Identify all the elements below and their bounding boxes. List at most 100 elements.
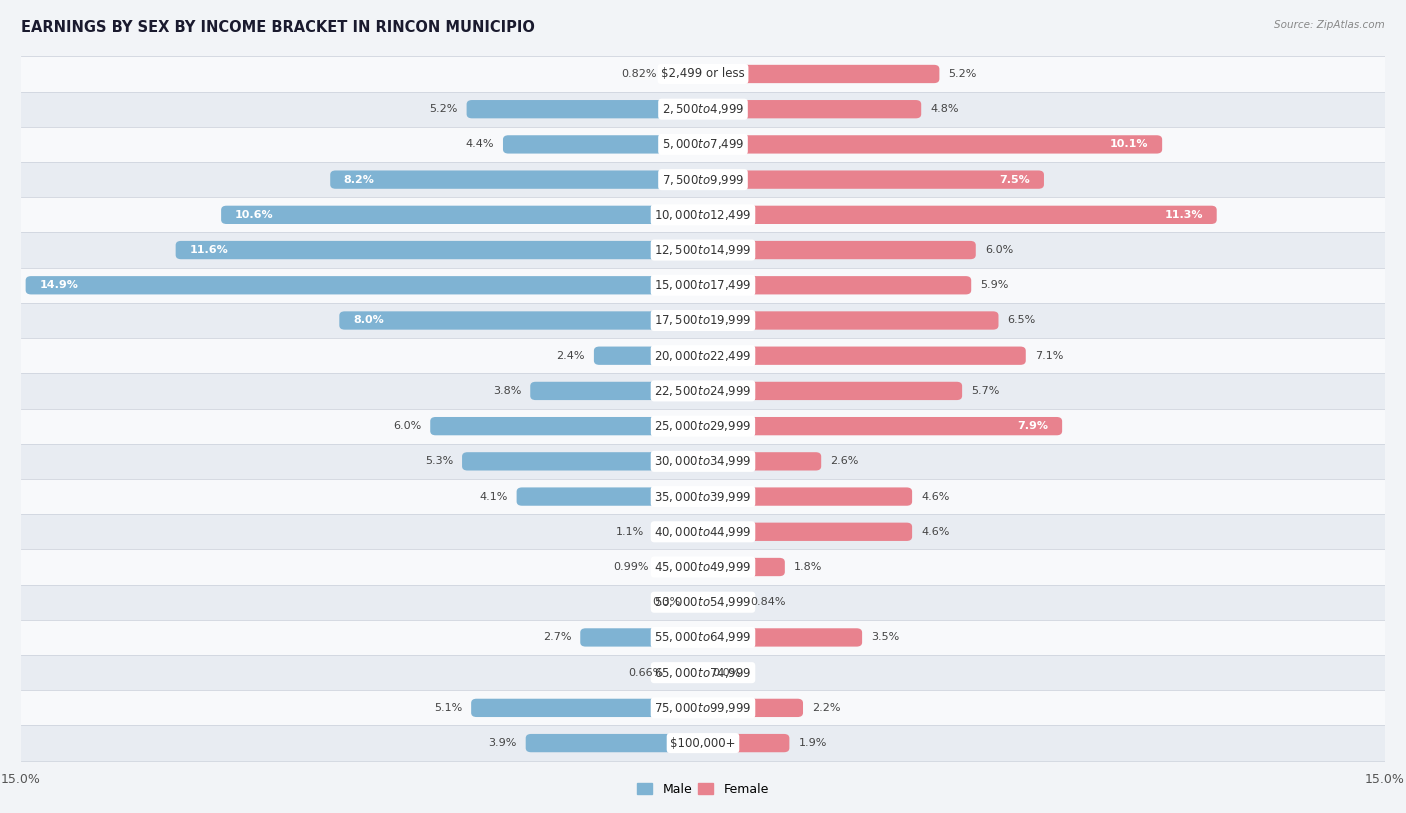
Text: $100,000+: $100,000+ xyxy=(671,737,735,750)
Text: $2,499 or less: $2,499 or less xyxy=(661,67,745,80)
FancyBboxPatch shape xyxy=(581,628,703,646)
Text: $5,000 to $7,499: $5,000 to $7,499 xyxy=(662,137,744,151)
Text: 0.3%: 0.3% xyxy=(652,598,681,607)
Text: 3.5%: 3.5% xyxy=(872,633,900,642)
FancyBboxPatch shape xyxy=(526,734,703,752)
FancyBboxPatch shape xyxy=(703,65,939,83)
Text: 4.6%: 4.6% xyxy=(921,492,949,502)
Text: 4.4%: 4.4% xyxy=(465,139,494,150)
Bar xyxy=(21,444,1385,479)
FancyBboxPatch shape xyxy=(703,734,789,752)
FancyBboxPatch shape xyxy=(516,488,703,506)
FancyBboxPatch shape xyxy=(503,135,703,154)
Text: 0.99%: 0.99% xyxy=(613,562,650,572)
Bar xyxy=(21,198,1385,233)
Text: 0.84%: 0.84% xyxy=(751,598,786,607)
FancyBboxPatch shape xyxy=(703,135,1163,154)
Text: $75,000 to $99,999: $75,000 to $99,999 xyxy=(654,701,752,715)
FancyBboxPatch shape xyxy=(330,171,703,189)
Text: 2.6%: 2.6% xyxy=(831,456,859,467)
FancyBboxPatch shape xyxy=(703,558,785,576)
FancyBboxPatch shape xyxy=(339,311,703,329)
Bar xyxy=(21,655,1385,690)
Bar xyxy=(21,620,1385,655)
Text: $25,000 to $29,999: $25,000 to $29,999 xyxy=(654,420,752,433)
FancyBboxPatch shape xyxy=(703,171,1045,189)
Bar xyxy=(21,127,1385,162)
FancyBboxPatch shape xyxy=(703,100,921,119)
Text: $45,000 to $49,999: $45,000 to $49,999 xyxy=(654,560,752,574)
Bar xyxy=(21,585,1385,620)
FancyBboxPatch shape xyxy=(221,206,703,224)
FancyBboxPatch shape xyxy=(25,276,703,294)
FancyBboxPatch shape xyxy=(703,382,962,400)
Legend: Male, Female: Male, Female xyxy=(633,778,773,801)
Text: 5.2%: 5.2% xyxy=(949,69,977,79)
Text: $55,000 to $64,999: $55,000 to $64,999 xyxy=(654,630,752,645)
FancyBboxPatch shape xyxy=(665,65,703,83)
Text: 3.8%: 3.8% xyxy=(492,386,522,396)
Text: $40,000 to $44,999: $40,000 to $44,999 xyxy=(654,524,752,539)
Text: 7.5%: 7.5% xyxy=(1000,175,1031,185)
Text: 6.0%: 6.0% xyxy=(392,421,422,431)
Bar xyxy=(21,338,1385,373)
Text: 8.0%: 8.0% xyxy=(353,315,384,325)
Text: $15,000 to $17,499: $15,000 to $17,499 xyxy=(654,278,752,293)
Text: 10.1%: 10.1% xyxy=(1109,139,1149,150)
Bar xyxy=(21,690,1385,725)
Bar xyxy=(21,514,1385,550)
FancyBboxPatch shape xyxy=(703,276,972,294)
Text: 2.7%: 2.7% xyxy=(543,633,571,642)
Text: 4.1%: 4.1% xyxy=(479,492,508,502)
Text: 5.2%: 5.2% xyxy=(429,104,457,114)
Text: $65,000 to $74,999: $65,000 to $74,999 xyxy=(654,666,752,680)
FancyBboxPatch shape xyxy=(176,241,703,259)
Text: $12,500 to $14,999: $12,500 to $14,999 xyxy=(654,243,752,257)
Text: 5.7%: 5.7% xyxy=(972,386,1000,396)
Text: $7,500 to $9,999: $7,500 to $9,999 xyxy=(662,172,744,187)
Text: 8.2%: 8.2% xyxy=(344,175,375,185)
Bar xyxy=(21,373,1385,408)
Text: EARNINGS BY SEX BY INCOME BRACKET IN RINCON MUNICIPIO: EARNINGS BY SEX BY INCOME BRACKET IN RIN… xyxy=(21,20,534,35)
FancyBboxPatch shape xyxy=(463,452,703,471)
FancyBboxPatch shape xyxy=(703,628,862,646)
FancyBboxPatch shape xyxy=(673,663,703,682)
Text: 3.9%: 3.9% xyxy=(488,738,516,748)
FancyBboxPatch shape xyxy=(530,382,703,400)
Text: 10.6%: 10.6% xyxy=(235,210,273,220)
Bar xyxy=(21,56,1385,92)
Text: $10,000 to $12,499: $10,000 to $12,499 xyxy=(654,208,752,222)
FancyBboxPatch shape xyxy=(703,206,1216,224)
Text: 0.82%: 0.82% xyxy=(621,69,657,79)
Text: 1.8%: 1.8% xyxy=(794,562,823,572)
Bar xyxy=(21,267,1385,303)
Text: $35,000 to $39,999: $35,000 to $39,999 xyxy=(654,489,752,503)
Text: 11.6%: 11.6% xyxy=(190,245,228,255)
FancyBboxPatch shape xyxy=(703,311,998,329)
Text: $20,000 to $22,499: $20,000 to $22,499 xyxy=(654,349,752,363)
Text: 5.1%: 5.1% xyxy=(434,703,463,713)
FancyBboxPatch shape xyxy=(593,346,703,365)
FancyBboxPatch shape xyxy=(467,100,703,119)
Text: 6.0%: 6.0% xyxy=(984,245,1014,255)
Bar xyxy=(21,725,1385,761)
FancyBboxPatch shape xyxy=(703,417,1062,435)
FancyBboxPatch shape xyxy=(471,698,703,717)
FancyBboxPatch shape xyxy=(703,346,1026,365)
Bar xyxy=(21,479,1385,514)
Bar xyxy=(21,408,1385,444)
FancyBboxPatch shape xyxy=(703,488,912,506)
Bar xyxy=(21,233,1385,267)
FancyBboxPatch shape xyxy=(703,593,741,611)
FancyBboxPatch shape xyxy=(430,417,703,435)
Text: 6.5%: 6.5% xyxy=(1008,315,1036,325)
Text: 14.9%: 14.9% xyxy=(39,280,79,290)
Text: 2.4%: 2.4% xyxy=(557,350,585,361)
FancyBboxPatch shape xyxy=(652,523,703,541)
Text: 11.3%: 11.3% xyxy=(1164,210,1204,220)
Text: $30,000 to $34,999: $30,000 to $34,999 xyxy=(654,454,752,468)
Text: 7.9%: 7.9% xyxy=(1018,421,1049,431)
FancyBboxPatch shape xyxy=(703,698,803,717)
FancyBboxPatch shape xyxy=(658,558,703,576)
FancyBboxPatch shape xyxy=(703,241,976,259)
